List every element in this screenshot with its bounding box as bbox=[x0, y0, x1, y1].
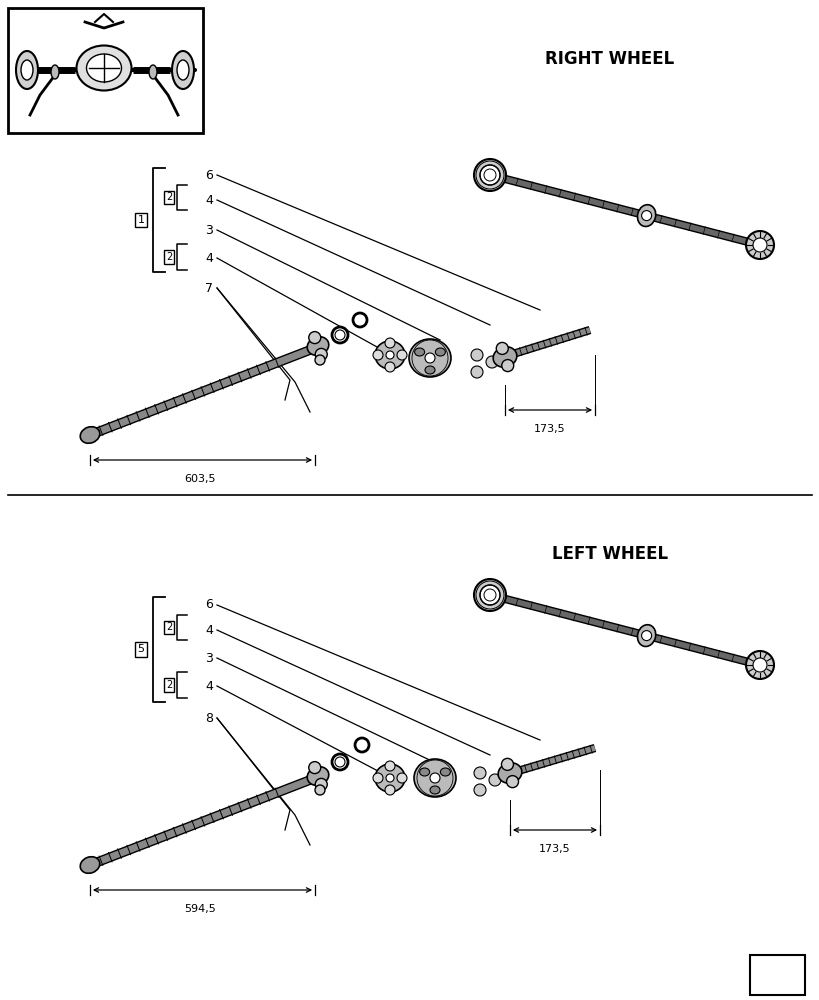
Text: 2: 2 bbox=[165, 252, 172, 262]
Ellipse shape bbox=[435, 348, 445, 356]
Circle shape bbox=[314, 355, 324, 365]
Ellipse shape bbox=[419, 768, 429, 776]
Ellipse shape bbox=[307, 337, 328, 355]
Bar bbox=[749, 955, 804, 995]
Ellipse shape bbox=[636, 205, 655, 226]
Circle shape bbox=[314, 348, 327, 360]
Text: 5: 5 bbox=[138, 645, 144, 654]
Circle shape bbox=[396, 350, 406, 360]
Ellipse shape bbox=[479, 165, 500, 185]
Ellipse shape bbox=[640, 211, 651, 221]
Circle shape bbox=[495, 342, 508, 354]
Circle shape bbox=[309, 332, 320, 344]
Ellipse shape bbox=[640, 631, 651, 641]
Circle shape bbox=[309, 762, 320, 774]
Ellipse shape bbox=[149, 65, 156, 79]
Circle shape bbox=[385, 785, 395, 795]
Circle shape bbox=[385, 338, 395, 348]
Ellipse shape bbox=[374, 764, 405, 792]
Text: 4: 4 bbox=[205, 194, 213, 207]
Circle shape bbox=[752, 658, 766, 672]
Circle shape bbox=[373, 350, 382, 360]
Ellipse shape bbox=[636, 625, 655, 646]
Ellipse shape bbox=[479, 585, 500, 605]
Text: 4: 4 bbox=[205, 624, 213, 637]
Circle shape bbox=[501, 758, 513, 770]
Text: 2: 2 bbox=[165, 680, 172, 690]
Ellipse shape bbox=[307, 767, 328, 785]
Ellipse shape bbox=[51, 65, 59, 79]
Ellipse shape bbox=[745, 231, 773, 259]
Text: LEFT WHEEL: LEFT WHEEL bbox=[551, 545, 667, 563]
Circle shape bbox=[486, 356, 497, 368]
Ellipse shape bbox=[177, 60, 188, 80]
Circle shape bbox=[501, 360, 513, 372]
Ellipse shape bbox=[414, 348, 424, 356]
Ellipse shape bbox=[80, 857, 100, 873]
Ellipse shape bbox=[473, 159, 505, 191]
Ellipse shape bbox=[745, 651, 773, 679]
Ellipse shape bbox=[80, 427, 100, 443]
Circle shape bbox=[386, 774, 393, 782]
Circle shape bbox=[396, 773, 406, 783]
Ellipse shape bbox=[429, 786, 440, 794]
Circle shape bbox=[470, 349, 482, 361]
Text: 173,5: 173,5 bbox=[533, 424, 565, 434]
Text: 6: 6 bbox=[205, 169, 213, 182]
Ellipse shape bbox=[86, 54, 121, 82]
Ellipse shape bbox=[76, 46, 131, 91]
Circle shape bbox=[424, 353, 434, 363]
Circle shape bbox=[385, 362, 395, 372]
Text: 603,5: 603,5 bbox=[184, 474, 215, 484]
Bar bbox=[8, 8, 203, 133]
Circle shape bbox=[470, 366, 482, 378]
Text: 7: 7 bbox=[205, 282, 213, 294]
Text: 2: 2 bbox=[165, 622, 172, 633]
Circle shape bbox=[752, 238, 766, 252]
Text: RIGHT WHEEL: RIGHT WHEEL bbox=[545, 50, 674, 68]
Text: 1: 1 bbox=[138, 215, 144, 225]
Text: 3: 3 bbox=[205, 224, 213, 236]
Circle shape bbox=[473, 784, 486, 796]
Ellipse shape bbox=[21, 60, 33, 80]
Circle shape bbox=[488, 774, 500, 786]
Text: 173,5: 173,5 bbox=[539, 844, 570, 854]
Text: 6: 6 bbox=[205, 598, 213, 611]
Circle shape bbox=[373, 773, 382, 783]
Circle shape bbox=[506, 776, 518, 788]
Ellipse shape bbox=[473, 579, 505, 611]
Ellipse shape bbox=[492, 347, 516, 367]
Circle shape bbox=[314, 778, 327, 790]
Text: 2: 2 bbox=[165, 192, 172, 202]
Ellipse shape bbox=[409, 339, 450, 377]
Text: 8: 8 bbox=[205, 712, 213, 724]
Ellipse shape bbox=[424, 366, 434, 374]
Circle shape bbox=[429, 773, 440, 783]
Text: 4: 4 bbox=[205, 251, 213, 264]
Circle shape bbox=[314, 785, 324, 795]
Text: 594,5: 594,5 bbox=[184, 904, 215, 914]
Ellipse shape bbox=[497, 763, 521, 783]
Ellipse shape bbox=[172, 51, 194, 89]
Text: 4: 4 bbox=[205, 680, 213, 692]
Ellipse shape bbox=[16, 51, 38, 89]
Circle shape bbox=[473, 767, 486, 779]
Circle shape bbox=[386, 351, 393, 359]
Ellipse shape bbox=[440, 768, 450, 776]
Text: 3: 3 bbox=[205, 652, 213, 664]
Ellipse shape bbox=[414, 759, 455, 797]
Ellipse shape bbox=[374, 341, 405, 369]
Circle shape bbox=[385, 761, 395, 771]
